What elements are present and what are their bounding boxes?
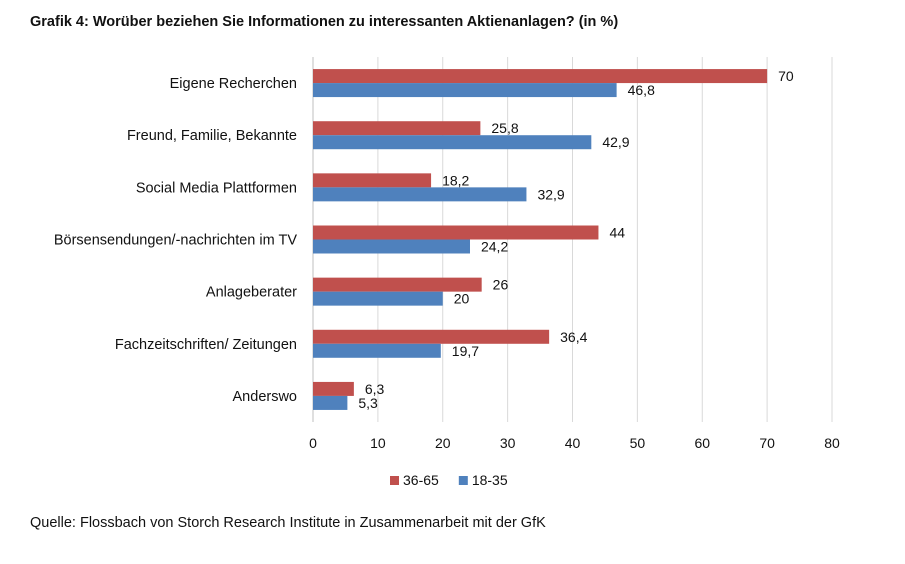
x-tick-label: 80: [824, 435, 840, 451]
bar-18-35: [313, 239, 470, 254]
category-label: Social Media Plattformen: [136, 180, 297, 196]
value-label: 70: [778, 68, 794, 84]
value-label: 25,8: [491, 120, 518, 136]
bar-36-65: [313, 173, 432, 188]
value-label: 20: [454, 291, 470, 307]
value-label: 5,3: [358, 395, 378, 411]
bar-18-35: [313, 343, 441, 358]
category-label: Börsensendungen/-nachrichten im TV: [54, 233, 297, 249]
legend-swatch: [458, 476, 468, 485]
value-label: 46,8: [628, 82, 655, 98]
x-tick-label: 20: [435, 435, 451, 451]
bar-36-65: [313, 121, 481, 136]
value-label: 19,7: [452, 343, 479, 359]
value-label: 26: [493, 277, 509, 293]
value-labels: 70 46,8 25,8 42,9 18,2 32,9 44 24,2 26 20 36,4 19,7…: [358, 68, 794, 411]
bar-36-65: [313, 277, 482, 292]
x-tick-label: 70: [759, 435, 775, 451]
x-tick-label: 10: [370, 435, 386, 451]
legend-label: 18-35: [472, 472, 508, 488]
bar-36-65: [313, 225, 599, 240]
bar-18-35: [313, 395, 348, 410]
bar-36-65: [313, 69, 768, 84]
value-label: 36,4: [560, 329, 587, 345]
value-label: 44: [609, 225, 625, 241]
x-axis-ticks: 0 10 20 30 40 50 60 70 80: [309, 435, 840, 451]
chart-title: Grafik 4: Worüber beziehen Sie Informati…: [30, 14, 619, 30]
bar-36-65: [313, 381, 354, 396]
x-tick-label: 60: [694, 435, 710, 451]
bars: [313, 69, 768, 410]
category-label: Fachzeitschriften/ Zeitungen: [115, 337, 297, 353]
value-label: 42,9: [602, 134, 629, 150]
legend: 36-65 18-35: [390, 472, 508, 488]
bar-18-35: [313, 83, 617, 98]
source-note: Quelle: Flossbach von Storch Research In…: [30, 515, 546, 531]
x-tick-label: 40: [565, 435, 581, 451]
category-label: Freund, Familie, Bekannte: [127, 128, 297, 144]
bar-18-35: [313, 135, 592, 150]
legend-swatch: [390, 476, 399, 485]
bar-18-35: [313, 291, 443, 306]
bar-36-65: [313, 329, 550, 344]
category-label: Anderswo: [233, 389, 297, 405]
value-label: 24,2: [481, 239, 508, 255]
x-tick-label: 30: [500, 435, 516, 451]
value-label: 18,2: [442, 172, 469, 188]
x-tick-label: 0: [309, 435, 317, 451]
bar-18-35: [313, 187, 527, 202]
x-tick-label: 50: [630, 435, 646, 451]
value-label: 6,3: [365, 381, 385, 397]
category-labels: Eigene Recherchen Freund, Familie, Bekann…: [54, 76, 297, 405]
category-label: Anlageberater: [206, 285, 297, 301]
value-label: 32,9: [537, 186, 564, 202]
legend-label: 36-65: [403, 472, 439, 488]
category-label: Eigene Recherchen: [170, 76, 297, 92]
